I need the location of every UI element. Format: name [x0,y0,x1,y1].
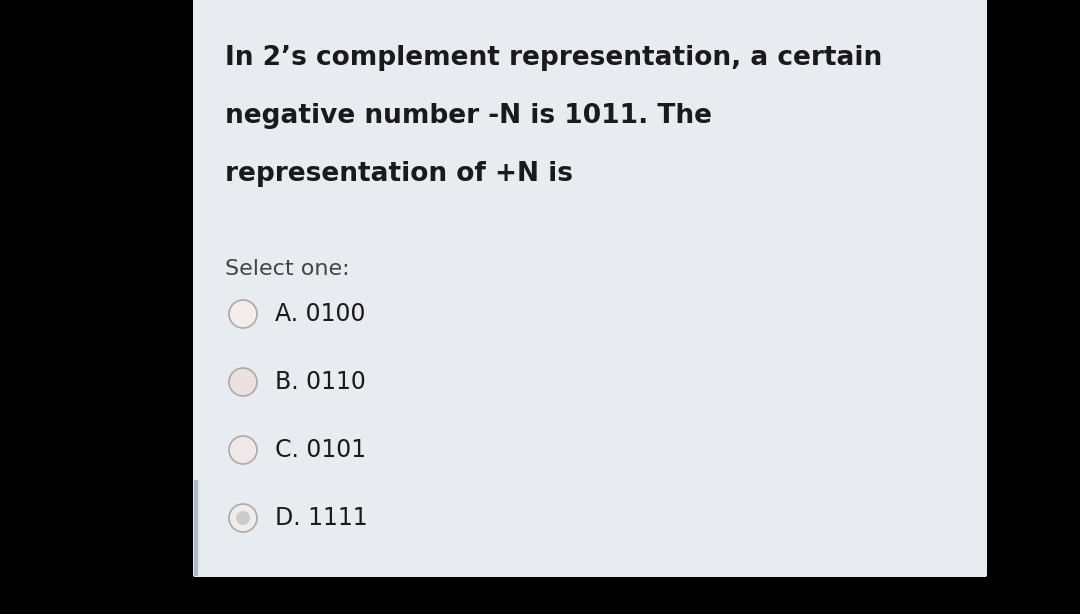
Text: negative number -N is 1011. The: negative number -N is 1011. The [225,103,712,129]
Text: A. 0100: A. 0100 [275,302,365,326]
Circle shape [229,504,257,532]
Circle shape [229,436,257,464]
Text: representation of +N is: representation of +N is [225,161,573,187]
Text: In 2’s complement representation, a certain: In 2’s complement representation, a cert… [225,45,882,71]
FancyBboxPatch shape [193,0,987,577]
Text: B. 0110: B. 0110 [275,370,366,394]
Text: Select one:: Select one: [225,259,350,279]
Text: C. 0101: C. 0101 [275,438,366,462]
Circle shape [229,368,257,396]
Circle shape [237,511,249,525]
Text: D. 1111: D. 1111 [275,506,367,530]
Circle shape [229,300,257,328]
